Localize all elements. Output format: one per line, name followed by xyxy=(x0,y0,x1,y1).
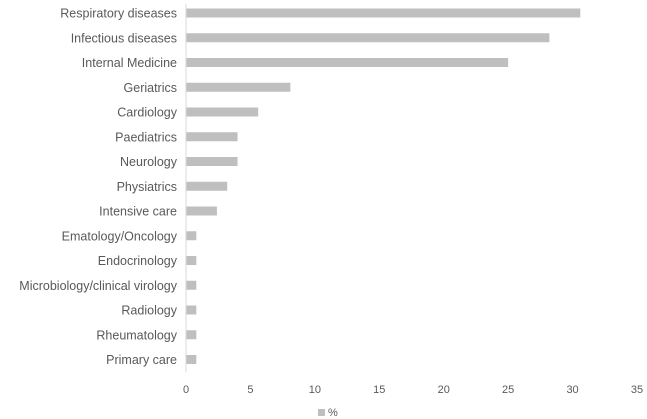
category-label: Physiatrics xyxy=(117,180,177,194)
bar-13 xyxy=(186,330,197,340)
bar-3 xyxy=(186,82,291,92)
bar-9 xyxy=(186,231,197,241)
x-tick-label: 35 xyxy=(631,384,643,396)
category-label: Endocrinology xyxy=(98,254,178,268)
bar-8 xyxy=(186,206,217,216)
category-label: Intensive care xyxy=(99,205,177,219)
legend: % xyxy=(318,407,338,419)
legend-label: % xyxy=(328,407,338,419)
category-label: Primary care xyxy=(106,353,177,367)
category-label: Rheumatology xyxy=(96,328,177,342)
category-label: Respiratory diseases xyxy=(60,7,177,21)
x-tick-label: 5 xyxy=(247,384,253,396)
bar-0 xyxy=(186,8,581,18)
bar-11 xyxy=(186,280,197,290)
x-tick-label: 10 xyxy=(309,384,321,396)
category-label: Internal Medicine xyxy=(82,56,177,70)
x-tick-label: 15 xyxy=(373,384,385,396)
category-label: Neurology xyxy=(120,155,178,169)
category-labels: Respiratory diseases Infectious diseases I… xyxy=(19,7,177,368)
legend-swatch xyxy=(318,409,325,416)
bar-10 xyxy=(186,256,197,265)
category-label: Paediatrics xyxy=(115,130,177,144)
bar-14 xyxy=(186,355,197,364)
x-tick-label: 25 xyxy=(502,384,514,396)
category-label: Ematology/Oncology xyxy=(62,229,178,243)
category-label: Infectious diseases xyxy=(71,31,177,45)
bar-7 xyxy=(186,181,228,191)
category-label: Geriatrics xyxy=(124,81,177,95)
bar-4 xyxy=(186,107,259,117)
x-tick-label: 0 xyxy=(183,384,189,396)
x-axis: 0 5 10 15 20 25 30 35 xyxy=(183,384,643,396)
bars-layer xyxy=(186,8,581,364)
bar-5 xyxy=(186,132,238,142)
bar-2 xyxy=(186,58,509,67)
category-label: Cardiology xyxy=(117,106,178,120)
x-tick-label: 30 xyxy=(566,384,578,396)
bar-12 xyxy=(186,305,197,315)
bar-1 xyxy=(186,33,550,43)
category-label: Radiology xyxy=(121,304,177,318)
category-label: Microbiology/clinical virology xyxy=(19,279,177,293)
bar-6 xyxy=(186,157,238,166)
x-tick-label: 20 xyxy=(438,384,450,396)
